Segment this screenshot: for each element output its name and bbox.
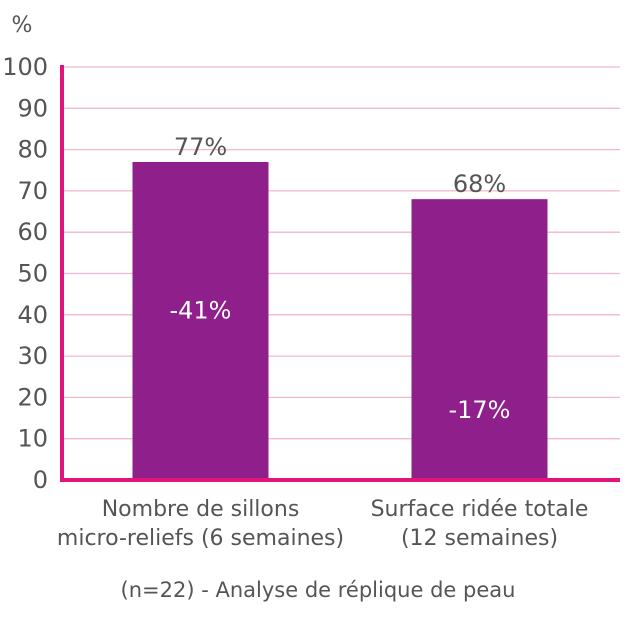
x-axis-categories: Nombre de sillons micro-reliefs (6 semain… bbox=[57, 497, 589, 551]
x-category-label: (12 semaines) bbox=[401, 526, 558, 551]
axes bbox=[60, 65, 620, 482]
y-tick-label: 60 bbox=[17, 218, 48, 246]
footnote: (n=22) - Analyse de réplique de peau bbox=[121, 578, 516, 602]
bar bbox=[411, 199, 548, 480]
bar-inner-label: -41% bbox=[169, 297, 231, 325]
bar-inner-label: -17% bbox=[448, 396, 510, 424]
y-tick-label: 30 bbox=[17, 342, 48, 370]
y-tick-label: 40 bbox=[17, 301, 48, 329]
y-tick-label: 90 bbox=[17, 94, 48, 122]
bar-value-label: 68% bbox=[453, 170, 506, 198]
y-tick-label: 80 bbox=[17, 136, 48, 164]
y-tick-label: 100 bbox=[2, 53, 48, 81]
y-tick-label: 20 bbox=[17, 383, 48, 411]
x-category-label: Nombre de sillons bbox=[102, 497, 300, 522]
y-tick-label: 50 bbox=[17, 260, 48, 288]
y-tick-label: 70 bbox=[17, 177, 48, 205]
bar-labels: 77% -41% 68% -17% bbox=[169, 133, 510, 424]
y-axis-unit-label: % bbox=[12, 13, 33, 38]
y-tick-label: 10 bbox=[17, 425, 48, 453]
x-category-label: micro-reliefs (6 semaines) bbox=[57, 526, 344, 551]
bars bbox=[132, 161, 548, 481]
bar bbox=[132, 161, 269, 481]
y-axis-ticks: 0 10 20 30 40 50 60 70 80 90 100 bbox=[2, 53, 48, 494]
y-tick-label: 0 bbox=[33, 466, 48, 494]
bar-value-label: 77% bbox=[174, 133, 227, 161]
x-category-label: Surface ridée totale bbox=[371, 497, 589, 522]
